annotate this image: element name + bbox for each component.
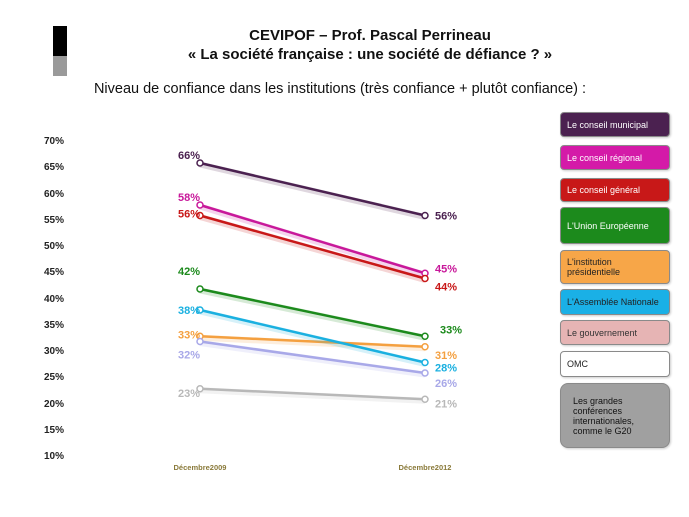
- series-line-shadow: [199, 214, 426, 283]
- legend-item: L'Union Européenne: [560, 207, 670, 244]
- series-line-shadow: [199, 161, 426, 220]
- y-tick-label: 25%: [44, 372, 65, 384]
- legend-label: L'Union Européenne: [567, 220, 649, 231]
- header-bar-gray: [53, 56, 67, 76]
- data-label: 66%: [178, 150, 200, 162]
- legend-label: Le conseil régional: [567, 152, 643, 163]
- legend-item: Le gouvernement: [560, 320, 670, 345]
- data-point: [196, 285, 204, 293]
- y-tick-label: 45%: [44, 267, 65, 279]
- legend-label: OMC: [567, 359, 588, 369]
- legend-label: Les grandes conférences internationales,…: [573, 395, 635, 436]
- y-tick-label: 70%: [44, 136, 65, 147]
- page-title-line2: « La société française : une société de …: [187, 46, 553, 63]
- legend-label: Le gouvernement: [567, 327, 638, 338]
- y-tick-label: 15%: [44, 424, 65, 436]
- legend-item: Les grandes conférences internationales,…: [560, 383, 670, 448]
- y-tick-label: 65%: [44, 162, 65, 174]
- legend-item: Le conseil municipal: [560, 112, 670, 137]
- data-label: 56%: [435, 211, 457, 223]
- data-point: [196, 385, 204, 393]
- data-label: 38%: [178, 305, 200, 317]
- legend-label: L'Assemblée Nationale: [567, 297, 659, 307]
- series-line-shadow: [199, 287, 426, 341]
- data-point: [421, 369, 429, 377]
- data-label: 45%: [435, 263, 457, 275]
- data-point: [421, 332, 429, 340]
- data-label: 32%: [178, 350, 200, 362]
- data-label: 21%: [435, 398, 457, 410]
- data-point: [196, 201, 204, 209]
- series-line-shadow: [199, 203, 426, 278]
- data-label: 31%: [435, 350, 457, 362]
- data-label: 44%: [435, 282, 457, 294]
- legend-item: OMC: [560, 351, 670, 377]
- data-label: 26%: [435, 378, 457, 390]
- data-point: [196, 159, 204, 167]
- data-point: [421, 274, 429, 283]
- legend-label: Le conseil municipal: [567, 119, 649, 130]
- chart-subtitle: Niveau de confiance dans les institution…: [93, 81, 587, 97]
- data-label: 42%: [178, 266, 200, 278]
- y-tick-label: 10%: [44, 451, 65, 462]
- x-tick-label: Décembre2012: [398, 463, 452, 472]
- x-tick-label: Décembre2009: [173, 463, 227, 472]
- y-tick-label: 35%: [44, 319, 65, 331]
- series-line-shadow: [199, 387, 426, 404]
- series-line-shadow: [199, 340, 426, 378]
- data-point: [196, 306, 204, 314]
- data-label: 56%: [178, 209, 200, 221]
- legend-label: L'institution présidentielle: [567, 257, 621, 277]
- series-line: [199, 340, 426, 375]
- series-line: [199, 214, 426, 280]
- data-point: [421, 211, 429, 220]
- legend-label: Le conseil général: [567, 185, 641, 195]
- data-point: [421, 358, 429, 367]
- series-line: [199, 203, 426, 275]
- y-tick-label: 50%: [44, 241, 65, 252]
- y-tick-label: 60%: [44, 188, 65, 200]
- series-line-shadow: [199, 308, 426, 367]
- data-point: [421, 343, 429, 351]
- y-tick-label: 40%: [44, 293, 65, 305]
- data-label: 33%: [178, 329, 200, 341]
- data-point: [421, 395, 429, 403]
- legend-item: Le conseil régional: [560, 145, 670, 170]
- y-tick-label: 55%: [44, 214, 65, 226]
- data-point: [196, 337, 204, 346]
- data-label: 28%: [435, 363, 457, 375]
- legend-item: L'Assemblée Nationale: [560, 289, 670, 315]
- series-line: [199, 287, 426, 338]
- header-bar-black: [53, 26, 67, 56]
- series-line: [199, 335, 426, 348]
- legend-item: L'institution présidentielle: [560, 250, 670, 284]
- data-point: [196, 211, 204, 220]
- data-label: 23%: [178, 388, 200, 400]
- page-title: CEVIPOF – Prof. Pascal Perrineau: [249, 27, 491, 44]
- y-tick-label: 30%: [44, 346, 65, 357]
- series-line-shadow: [199, 334, 426, 352]
- series-line: [199, 387, 426, 401]
- series-line: [199, 161, 426, 217]
- data-label: 58%: [178, 192, 200, 204]
- y-tick-label: 20%: [44, 398, 65, 410]
- data-label: 33%: [440, 324, 462, 336]
- series-line: [199, 308, 426, 364]
- legend-item: Le conseil général: [560, 178, 670, 202]
